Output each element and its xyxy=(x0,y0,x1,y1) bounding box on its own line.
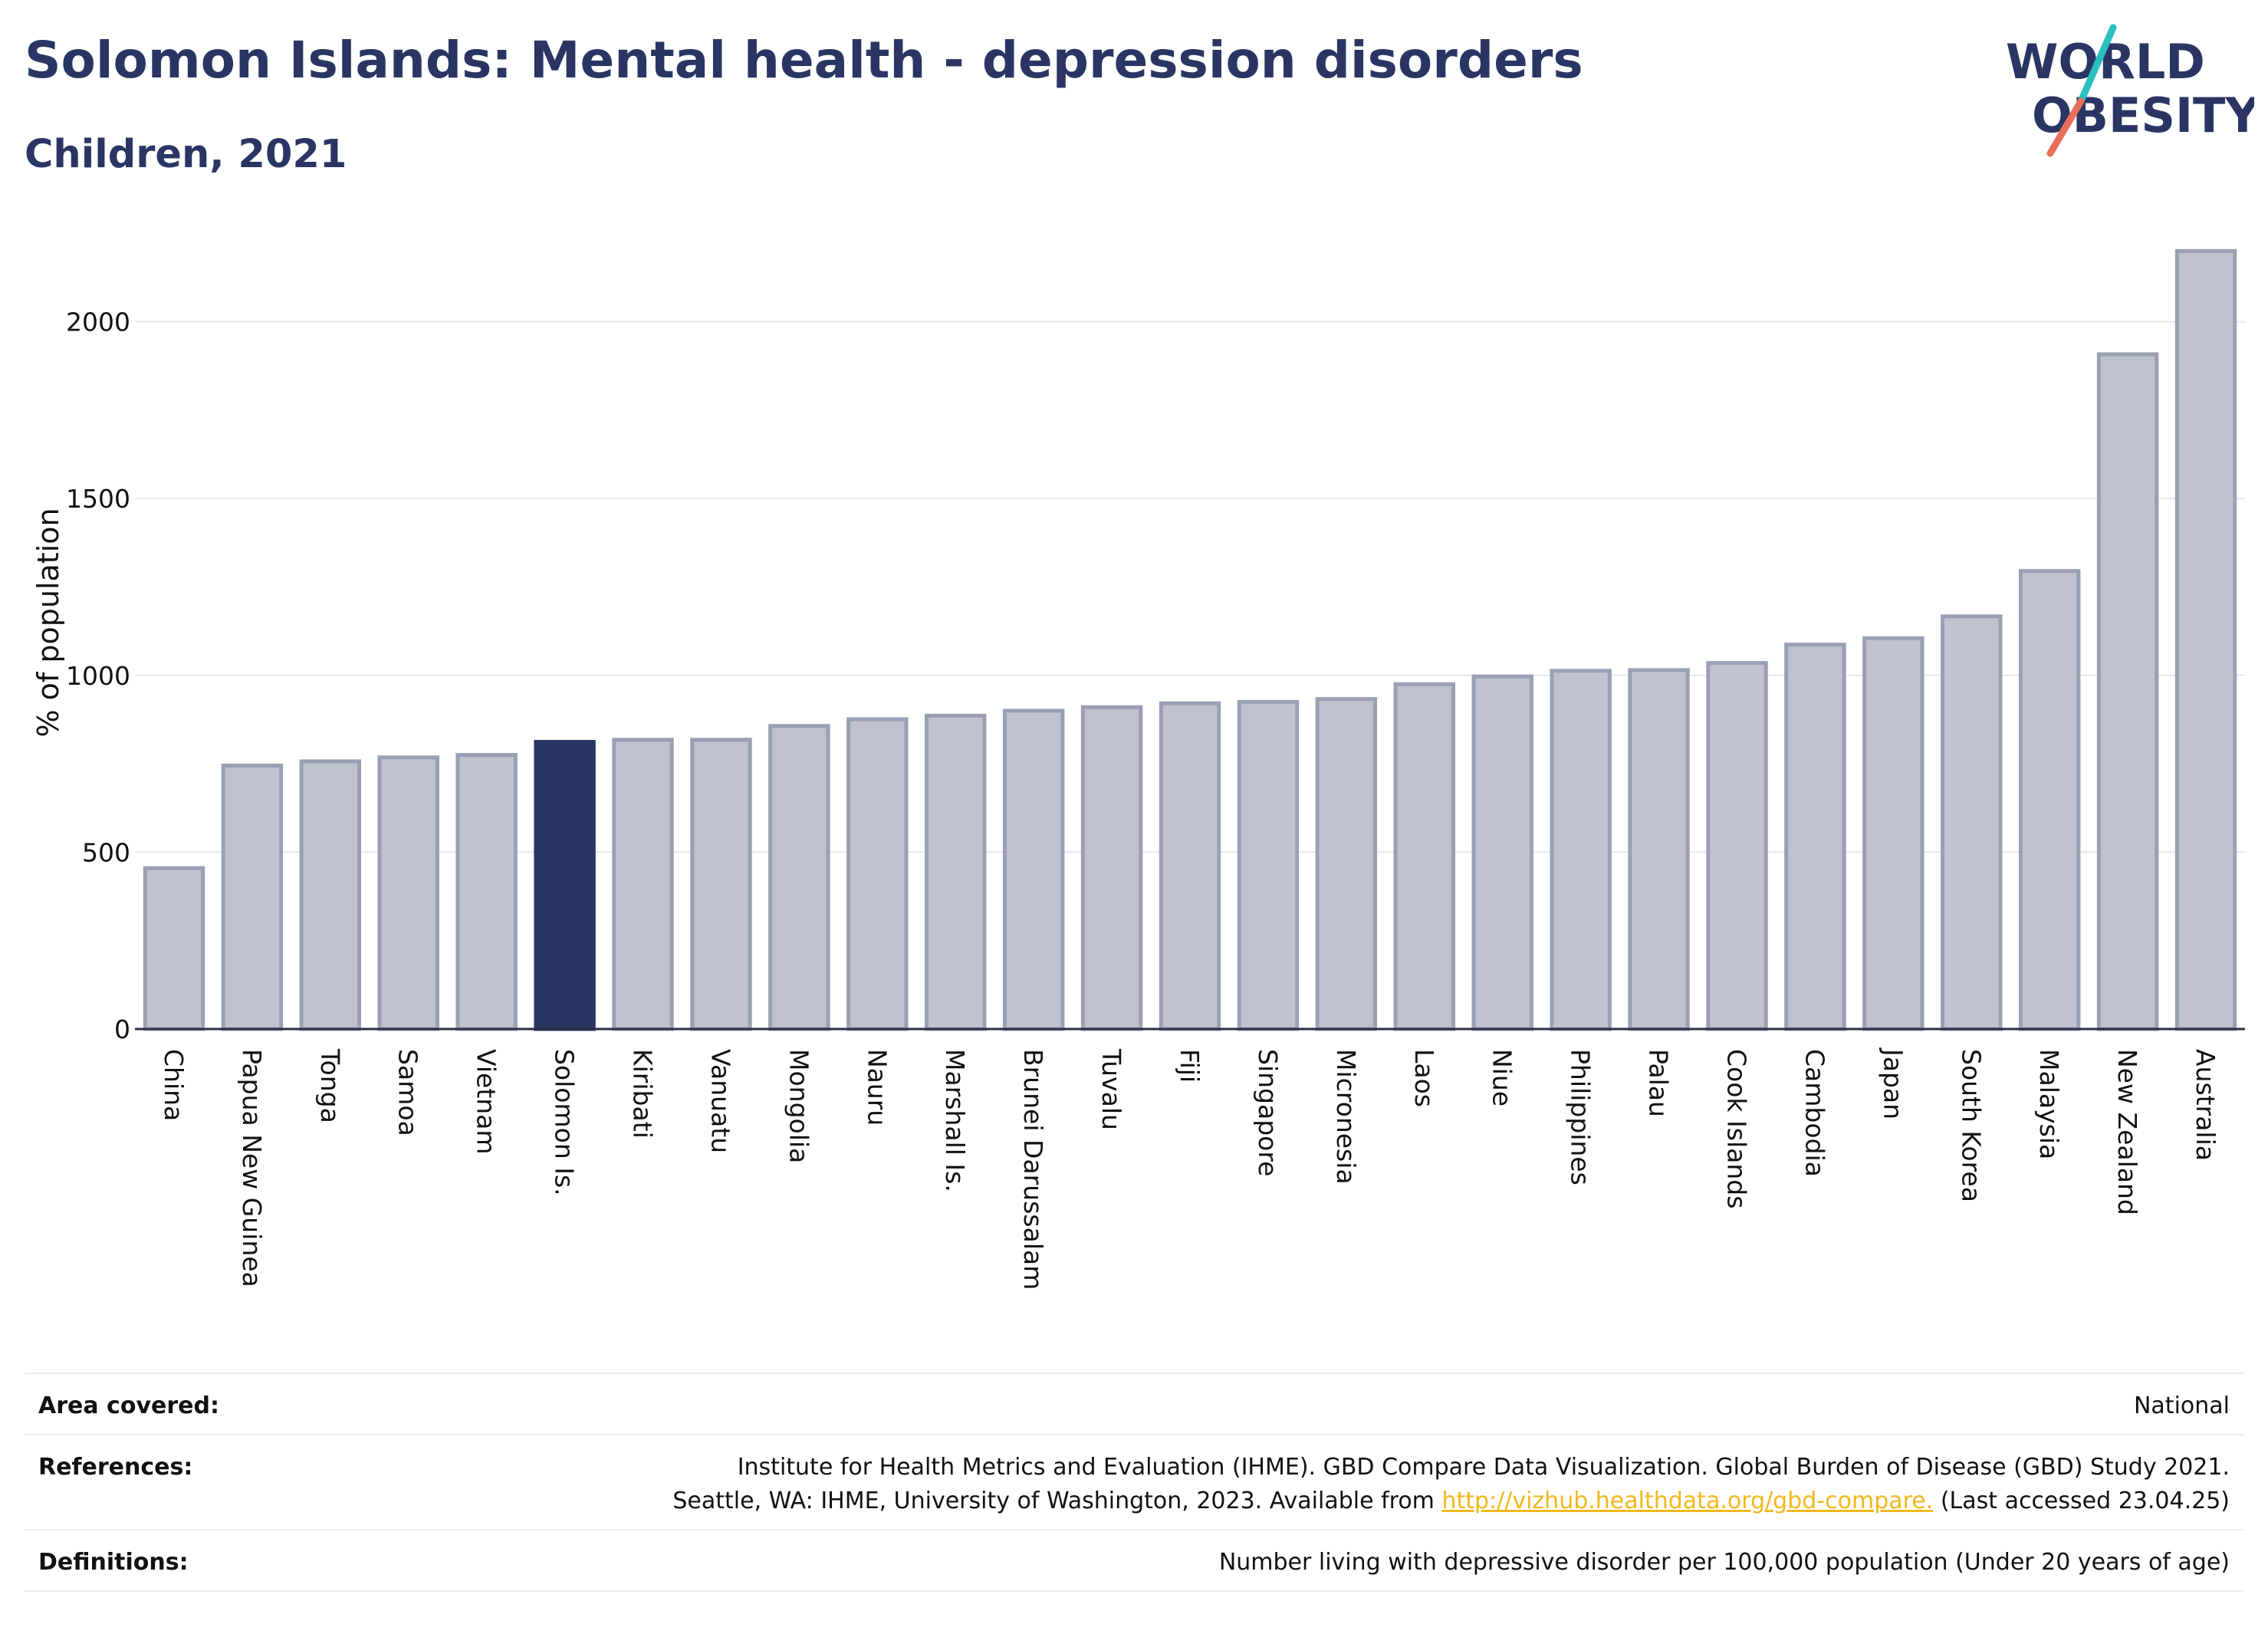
bar-niue xyxy=(1471,674,1533,1031)
x-tick-label: Japan xyxy=(1878,1047,1908,1119)
x-tick-label: Marshall Is. xyxy=(940,1049,970,1192)
bar-cambodia xyxy=(1784,643,1846,1031)
bar-cook-islands xyxy=(1706,661,1768,1031)
y-tick-label: 0 xyxy=(114,1014,130,1044)
chart-title: Solomon Islands: Mental health - depress… xyxy=(25,31,1583,90)
references-value: Institute for Health Metrics and Evaluat… xyxy=(512,1434,2243,1530)
definitions-key: Definitions: xyxy=(25,1529,512,1592)
x-tick-label: Tuvalu xyxy=(1096,1048,1126,1130)
references-key: References: xyxy=(25,1434,512,1530)
bar-brunei-darussalam xyxy=(1002,709,1065,1031)
bar-china xyxy=(143,866,205,1031)
bar-vanuatu xyxy=(690,738,752,1031)
bar-australia xyxy=(2174,248,2237,1031)
bars xyxy=(143,248,2237,1031)
x-tick-label: Kiribati xyxy=(628,1049,658,1139)
bar-new-zealand xyxy=(2096,352,2159,1031)
x-tick-label: Solomon Is. xyxy=(550,1049,580,1196)
x-tick-label: South Korea xyxy=(1956,1049,1986,1202)
y-tick-label: 1000 xyxy=(66,661,130,691)
y-axis-ticks: 0 500 1000 1500 2000 xyxy=(66,307,130,1044)
x-tick-label: Brunei Darussalam xyxy=(1018,1049,1048,1290)
bar-nauru xyxy=(846,717,909,1031)
bar-japan xyxy=(1862,636,1925,1031)
x-tick-label: Mongolia xyxy=(784,1049,814,1163)
x-tick-label: Laos xyxy=(1409,1049,1439,1107)
bar-palau xyxy=(1628,668,1690,1031)
bar-samoa xyxy=(377,755,439,1031)
bar-south-korea xyxy=(1941,614,2003,1031)
row-references: References: Institute for Health Metrics… xyxy=(25,1434,2243,1530)
row-definitions: Definitions: Number living with depressi… xyxy=(25,1529,2243,1592)
references-line2-pre: Seattle, WA: IHME, University of Washing… xyxy=(672,1488,1442,1514)
y-axis-label: % of population xyxy=(31,508,65,737)
area-value: National xyxy=(512,1373,2243,1435)
x-tick-label: Fiji xyxy=(1175,1049,1205,1083)
x-tick-label: Malaysia xyxy=(2034,1049,2064,1159)
y-tick-label: 500 xyxy=(82,837,130,867)
bar-fiji xyxy=(1159,701,1221,1031)
bar-mongolia xyxy=(768,724,830,1031)
x-tick-label: New Zealand xyxy=(2112,1049,2142,1215)
x-tick-label: Micronesia xyxy=(1331,1049,1361,1185)
bar-tuvalu xyxy=(1080,705,1143,1031)
x-tick-label: Australia xyxy=(2191,1049,2220,1161)
y-tick-label: 2000 xyxy=(66,307,130,337)
x-tick-label: Samoa xyxy=(393,1049,423,1136)
y-tick-label: 1500 xyxy=(66,484,130,514)
row-area: Area covered: National xyxy=(25,1373,2243,1435)
x-tick-label: Cambodia xyxy=(1800,1049,1829,1177)
x-tick-label: Philippines xyxy=(1566,1049,1596,1185)
world-obesity-logo: WORLD OBESITY xyxy=(2006,24,2254,157)
x-tick-label: Niue xyxy=(1487,1049,1517,1106)
x-axis-labels: China Papua New Guinea Tonga Samoa Vietnam So… xyxy=(159,1047,2220,1290)
bar-kiribati xyxy=(612,738,674,1031)
x-tick-label: Tonga xyxy=(315,1048,345,1123)
x-tick-label: Vanuatu xyxy=(705,1049,735,1153)
bar-papua-new-guinea xyxy=(221,763,284,1031)
references-line1: Institute for Health Metrics and Evaluat… xyxy=(737,1454,2230,1481)
x-tick-label: Nauru xyxy=(862,1049,892,1126)
x-tick-label: Cook Islands xyxy=(1721,1049,1751,1208)
bar-malaysia xyxy=(2018,569,2081,1031)
x-tick-label: China xyxy=(159,1049,189,1121)
bar-chart: 0 500 1000 1500 2000 China Papua New Guinea To… xyxy=(31,248,2245,1290)
info-table: Area covered: National References: Insti… xyxy=(25,1373,2243,1592)
bar-tonga xyxy=(299,759,362,1031)
bar-vietnam xyxy=(455,753,518,1031)
bar-marshall-is xyxy=(925,713,987,1031)
bar-micronesia xyxy=(1315,697,1378,1031)
area-key: Area covered: xyxy=(25,1373,512,1435)
x-tick-label: Vietnam xyxy=(472,1049,501,1155)
bar-solomon-is xyxy=(534,740,596,1031)
chart-subtitle: Children, 2021 xyxy=(25,132,347,177)
references-link[interactable]: http://vizhub.healthdata.org/gbd-compare… xyxy=(1441,1488,1934,1514)
logo-slash-top xyxy=(2077,24,2117,105)
bar-singapore xyxy=(1237,699,1300,1031)
definitions-value: Number living with depressive disorder p… xyxy=(512,1529,2243,1592)
bar-laos xyxy=(1393,682,1455,1031)
x-tick-label: Papua New Guinea xyxy=(237,1049,267,1287)
bar-philippines xyxy=(1550,669,1612,1031)
references-line2-post: (Last accessed 23.04.25) xyxy=(1933,1488,2230,1514)
x-tick-label: Singapore xyxy=(1253,1049,1283,1176)
logo-slash-bottom xyxy=(2046,97,2085,157)
x-tick-label: Palau xyxy=(1644,1049,1674,1117)
